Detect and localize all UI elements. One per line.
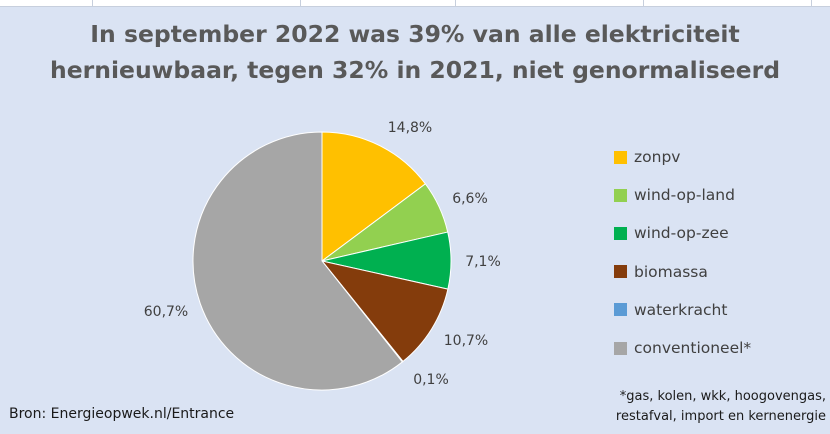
legend-label: zonpv bbox=[634, 148, 681, 167]
legend-item-wind-op-land: wind-op-land bbox=[614, 176, 751, 214]
top-border-strip bbox=[0, 0, 830, 7]
data-label-wind-op-zee: 7,1% bbox=[465, 254, 501, 270]
data-label-conventioneel: 60,7% bbox=[144, 304, 188, 320]
legend-swatch bbox=[614, 150, 627, 164]
strip-divider bbox=[455, 0, 456, 6]
legend-label: conventioneel* bbox=[634, 339, 752, 358]
legend-item-zonpv: zonpv bbox=[614, 138, 751, 176]
legend-swatch bbox=[614, 265, 627, 279]
chart-title: In september 2022 was 39% van alle elekt… bbox=[0, 16, 830, 88]
footnote: *gas, kolen, wkk, hoogovengas, restafval… bbox=[576, 387, 826, 427]
data-label-zonpv: 14,8% bbox=[388, 120, 432, 136]
legend-label: wind-op-zee bbox=[634, 224, 729, 243]
footnote-line-1: *gas, kolen, wkk, hoogovengas, bbox=[619, 389, 826, 404]
legend-swatch bbox=[614, 303, 627, 317]
data-label-biomassa: 10,7% bbox=[444, 333, 488, 349]
strip-divider bbox=[92, 0, 93, 6]
legend-label: wind-op-land bbox=[634, 186, 735, 205]
strip-divider bbox=[643, 0, 644, 6]
legend-item-wind-op-zee: wind-op-zee bbox=[614, 214, 751, 252]
legend-swatch bbox=[614, 341, 627, 355]
legend-item-conventioneel: conventioneel* bbox=[614, 329, 751, 367]
legend: zonpv wind-op-land wind-op-zee biomassa wate… bbox=[614, 138, 751, 367]
strip-divider bbox=[300, 0, 301, 6]
data-label-waterkracht: 0,1% bbox=[413, 372, 449, 388]
chart-title-line-1: In september 2022 was 39% van alle elekt… bbox=[90, 20, 740, 48]
pie-slice-conventioneel bbox=[192, 131, 404, 391]
legend-item-biomassa: biomassa bbox=[614, 253, 751, 291]
strip-divider bbox=[811, 0, 812, 6]
legend-label: biomassa bbox=[634, 262, 708, 281]
legend-swatch bbox=[614, 226, 627, 240]
pie-slice-zonpv bbox=[321, 131, 427, 262]
chart-title-line-2: hernieuwbaar, tegen 32% in 2021, niet ge… bbox=[49, 56, 781, 84]
pie-slice-biomassa bbox=[320, 260, 449, 363]
legend-swatch bbox=[614, 188, 627, 202]
footnote-line-2: restafval, import en kernenergie bbox=[615, 409, 826, 424]
legend-label: waterkracht bbox=[634, 300, 728, 319]
legend-item-waterkracht: waterkracht bbox=[614, 291, 751, 329]
data-label-wind-op-land: 6,6% bbox=[452, 191, 488, 207]
source-note: Bron: Energieopwek.nl/Entrance bbox=[9, 406, 235, 422]
